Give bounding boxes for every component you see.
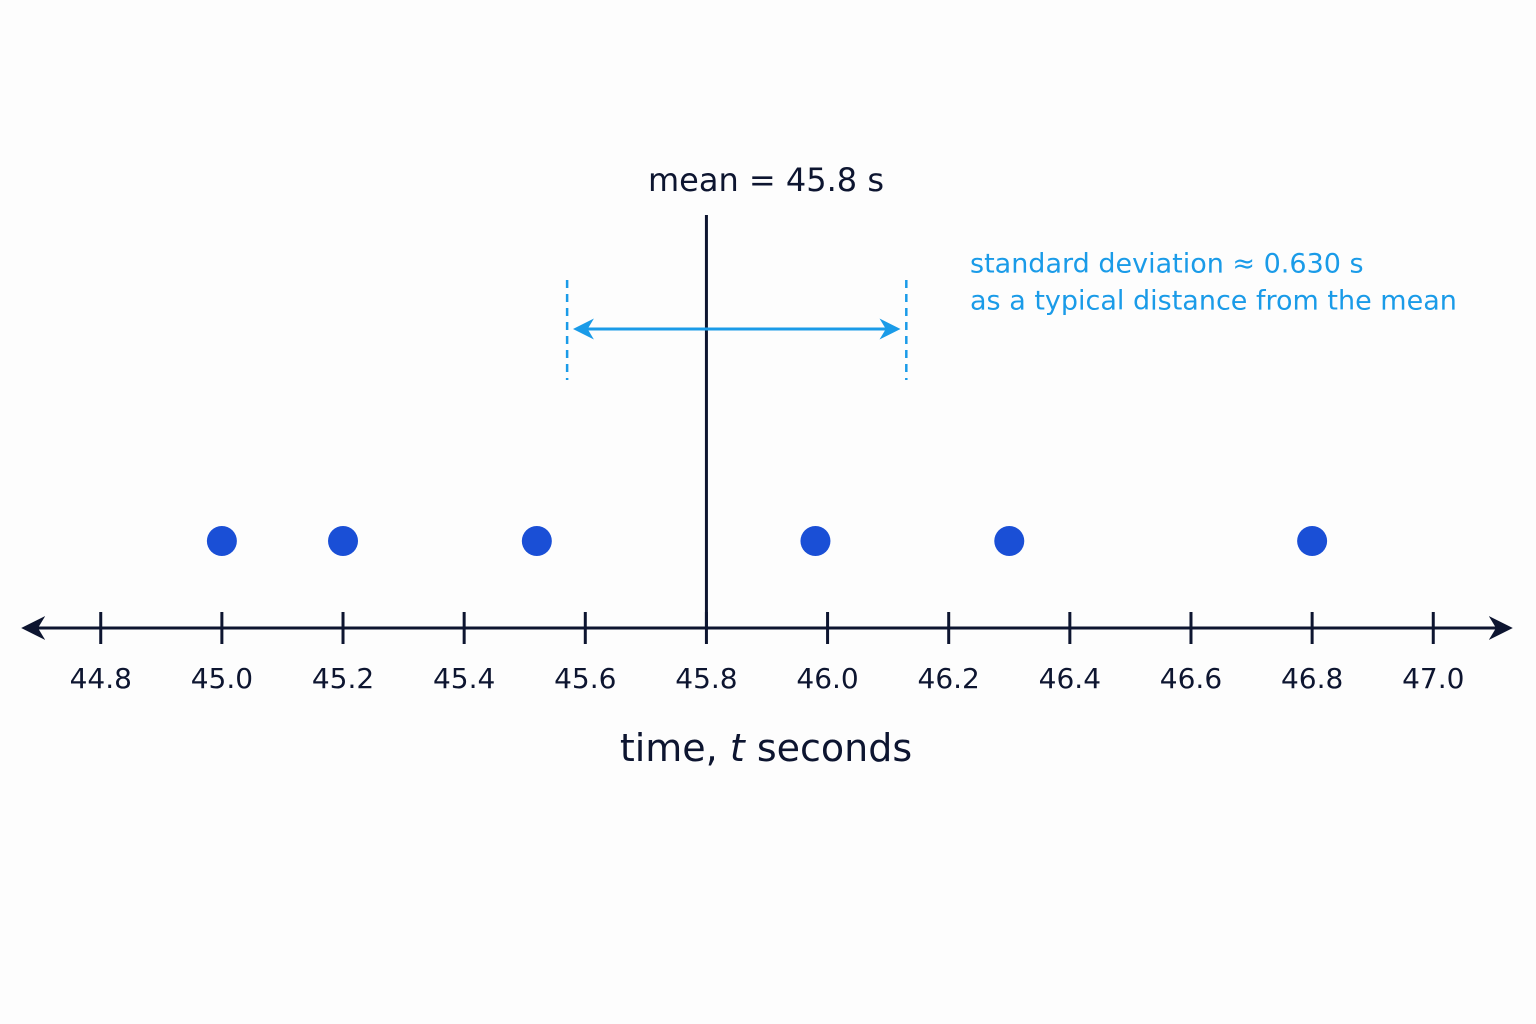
x-tick-label: 44.8 (70, 662, 132, 695)
data-dot (521, 526, 552, 556)
x-tick-label: 45.0 (191, 662, 253, 695)
sd-annotation: standard deviation ≈ 0.630 s (970, 249, 1364, 280)
x-tick-label: 46.6 (1160, 662, 1222, 695)
mean-label: mean = 45.8 s (648, 161, 884, 199)
data-dot (994, 526, 1025, 556)
x-tick-label: 46.0 (796, 662, 858, 695)
x-tick-label: 46.4 (1039, 662, 1101, 695)
data-dot (800, 526, 831, 556)
x-tick-label: 45.6 (554, 662, 616, 695)
x-tick-label: 46.2 (918, 662, 980, 695)
x-tick-label: 45.2 (312, 662, 374, 695)
x-axis-label: time, t seconds (620, 726, 912, 770)
x-tick-label: 47.0 (1402, 662, 1464, 695)
x-label-part: time, (620, 726, 730, 770)
x-tick-label: 45.4 (433, 662, 495, 695)
x-label-var: t (730, 726, 747, 770)
data-dot (1297, 526, 1328, 556)
x-tick-label: 46.8 (1281, 662, 1343, 695)
data-dot (206, 526, 237, 556)
data-dot (328, 526, 359, 556)
sd-annotation: as a typical distance from the mean (970, 286, 1457, 317)
x-label-part: seconds (745, 726, 912, 770)
x-tick-label: 45.8 (675, 662, 737, 695)
